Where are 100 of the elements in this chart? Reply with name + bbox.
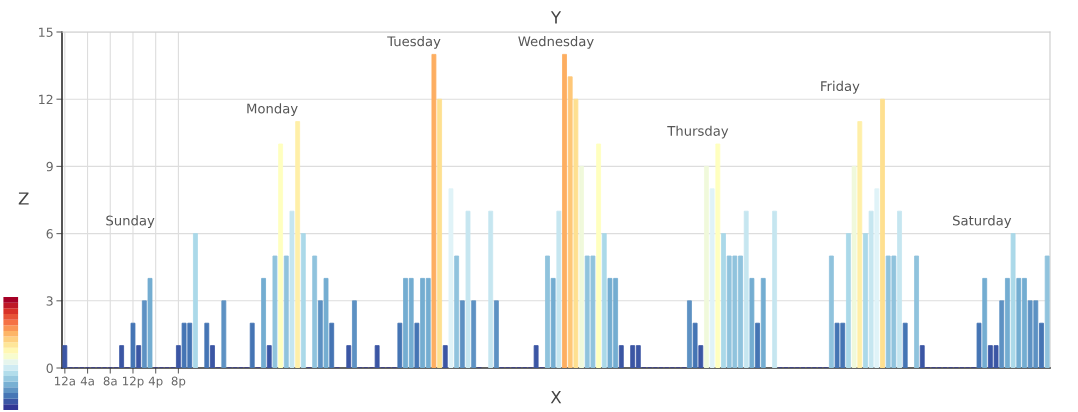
bar [346,345,352,368]
y-axis-title: Z [18,192,29,205]
bar [147,277,153,368]
bar [880,98,885,368]
bar [278,143,284,368]
bar [1010,233,1016,368]
bar [459,300,465,368]
bar [193,233,198,368]
y-tick-label: 6 [46,229,53,239]
bar [374,345,380,368]
bar [709,188,715,368]
bar [749,277,755,368]
bar [465,210,471,368]
x-tick-label: 4a [80,376,94,386]
text: Sunday [106,215,155,229]
bar [760,277,766,368]
bar [300,233,306,368]
bar [579,165,584,368]
y-tick-label: 3 [46,296,53,306]
bar [914,255,919,368]
bar [556,210,562,368]
bar [414,322,420,368]
bar [221,300,227,368]
bar [488,210,494,368]
bar [249,322,255,368]
y-tick-label: 12 [39,94,53,104]
bar [141,300,147,368]
bar [704,165,709,368]
text: Y [550,11,562,24]
bar [323,277,329,368]
bar [857,121,863,368]
bar [596,143,601,368]
bar [982,277,988,368]
bar [289,210,295,368]
series-label: Tuesday [387,36,441,49]
bar [715,143,721,368]
series-label: Saturday [953,215,1012,229]
bar [601,233,607,368]
bar [352,300,357,368]
y-tick-label: 9 [46,161,53,172]
bar [295,121,301,368]
bar [828,255,834,368]
series-label: Monday [247,103,298,117]
bar [692,322,698,368]
bar [772,210,778,368]
x-tick-label: 12p [123,376,144,388]
bar [687,300,692,368]
bar [312,255,318,368]
bar [851,165,857,368]
y-tick-label: 15 [39,27,53,37]
bar [1044,255,1050,368]
bar [437,98,443,368]
y-tick-label: 0 [46,363,53,373]
bar [743,210,749,368]
bar [454,255,460,368]
bar [442,345,448,368]
bar [317,300,323,368]
bar [448,188,454,368]
bar [721,233,726,368]
bar [618,345,624,368]
bar [846,233,851,368]
bar [1039,322,1044,368]
bar [471,300,477,368]
x-axis-title: X [550,391,562,404]
bar [897,210,902,368]
bar [266,345,272,368]
bar [431,53,437,368]
bar [272,255,278,368]
bar [976,322,982,368]
bar [902,322,908,368]
series-label: Thursday [667,125,729,139]
bar [329,322,335,368]
bar [919,345,925,368]
bar [698,345,704,368]
x-tick-label: 4p [148,376,163,388]
bar [533,345,539,368]
bar [863,233,868,368]
bar [567,76,573,368]
bar [562,53,567,368]
bar [62,345,68,368]
bar [261,277,266,368]
series-label: Friday [821,80,860,94]
bar [550,277,556,368]
bar [397,322,403,368]
bar [204,322,210,368]
x-tick-label: 8a [103,376,117,386]
bar [136,345,142,368]
bar [573,98,579,368]
bar [755,322,760,368]
bar [1005,277,1010,368]
x-tick-label: 8p [171,376,186,388]
bar [874,188,880,368]
bar [130,322,136,368]
bar [283,255,289,368]
bar [119,345,125,368]
series-label: Wednesday [518,36,594,49]
bar [210,345,215,368]
bar [175,345,181,368]
bar [868,210,874,368]
bar [493,300,499,368]
